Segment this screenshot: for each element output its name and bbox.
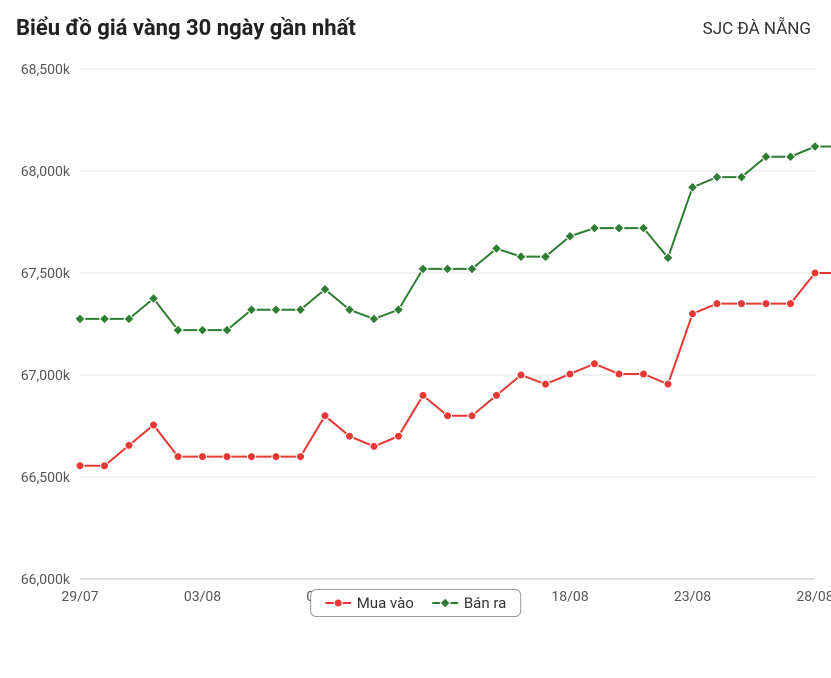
legend-item: Bán ra (432, 594, 506, 612)
data-point (591, 360, 599, 368)
chart-subtitle: SJC ĐÀ NẴNG (703, 19, 811, 39)
legend-label: Mua vào (357, 594, 414, 612)
data-point (150, 421, 158, 429)
data-point (615, 370, 623, 378)
data-point (590, 223, 600, 233)
data-point (444, 412, 452, 420)
y-axis-label: 66,500k (21, 470, 71, 486)
data-point (566, 370, 574, 378)
y-axis-label: 68,000k (21, 164, 71, 180)
data-point (101, 462, 109, 470)
y-axis-label: 66,000k (21, 572, 71, 588)
data-point (100, 314, 110, 324)
data-point (443, 264, 453, 274)
data-point (369, 314, 379, 324)
y-axis-label: 67,000k (21, 368, 71, 384)
data-point (542, 380, 550, 388)
data-point (272, 453, 280, 461)
data-point (712, 172, 722, 182)
chart-title: Biểu đồ giá vàng 30 ngày gần nhất (16, 16, 356, 41)
y-axis-label: 68,500k (21, 62, 71, 78)
data-point (223, 453, 231, 461)
data-point (418, 264, 428, 274)
data-point (516, 252, 526, 262)
legend-item: Mua vào (325, 594, 414, 612)
data-point (688, 182, 698, 192)
data-point (664, 380, 672, 388)
price-chart-svg: 66,000k 66,500k 67,000k 67,500k 68,000k 68,50… (0, 49, 831, 619)
data-point (76, 462, 84, 470)
data-point (395, 432, 403, 440)
data-point (713, 300, 721, 308)
data-point (321, 412, 329, 420)
legend-swatch (325, 596, 351, 610)
x-axis-label: 29/07 (61, 589, 98, 605)
data-point (738, 300, 746, 308)
data-point (174, 453, 182, 461)
data-point (125, 441, 133, 449)
data-point (75, 314, 85, 324)
data-point (199, 453, 207, 461)
data-point (370, 442, 378, 450)
data-point (810, 142, 820, 152)
data-point (198, 325, 208, 335)
data-point (614, 223, 624, 233)
data-point (689, 310, 697, 318)
data-point (419, 391, 427, 399)
y-axis-label: 67,500k (21, 266, 71, 282)
legend: Mua vào Bán ra (310, 589, 522, 617)
data-point (271, 305, 281, 315)
legend-swatch (432, 596, 458, 610)
data-point (493, 391, 501, 399)
chart-area: 66,000k 66,500k 67,000k 67,500k 68,000k 68,50… (0, 49, 831, 619)
x-axis-label: 28/08 (796, 589, 831, 605)
data-point (786, 152, 796, 162)
data-point (394, 305, 404, 315)
data-point (640, 370, 648, 378)
data-point (297, 453, 305, 461)
data-point (468, 412, 476, 420)
data-point (517, 371, 525, 379)
x-axis-label: 18/08 (551, 589, 588, 605)
data-point (787, 300, 795, 308)
data-point (346, 432, 354, 440)
data-point (248, 453, 256, 461)
data-point (762, 300, 770, 308)
data-point (811, 269, 819, 277)
legend-label: Bán ra (464, 594, 506, 612)
chart-header: Biểu đồ giá vàng 30 ngày gần nhất SJC ĐÀ… (0, 0, 831, 49)
x-axis-label: 03/08 (184, 589, 221, 605)
x-axis-label: 23/08 (674, 589, 711, 605)
